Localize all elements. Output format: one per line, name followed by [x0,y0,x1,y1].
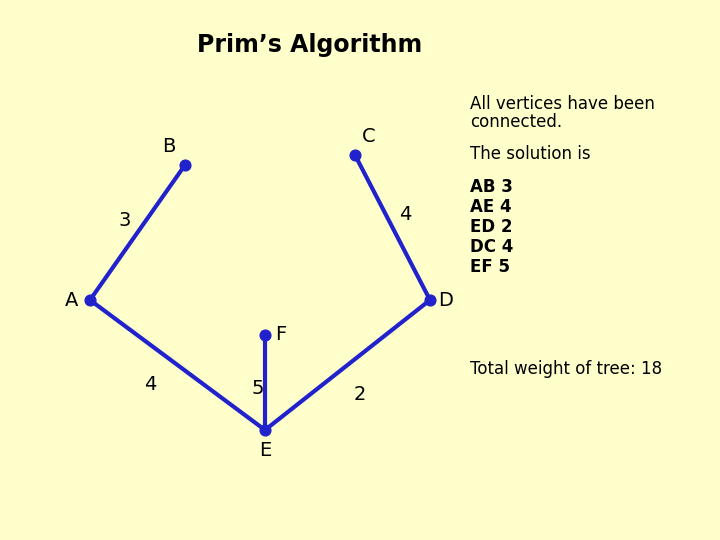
Point [179,161,191,170]
Text: 2: 2 [354,386,366,404]
Text: Prim’s Algorithm: Prim’s Algorithm [197,33,423,57]
Text: AE 4: AE 4 [470,198,512,216]
Text: E: E [259,441,271,460]
Point [84,296,96,305]
Point [259,330,271,339]
Text: EF 5: EF 5 [470,258,510,276]
Text: The solution is: The solution is [470,145,590,163]
Text: Total weight of tree: 18: Total weight of tree: 18 [470,360,662,378]
Point [349,151,361,159]
Text: 4: 4 [144,375,156,395]
Text: F: F [275,326,287,345]
Text: ED 2: ED 2 [470,218,513,236]
Text: B: B [162,138,176,157]
Text: 4: 4 [399,206,411,225]
Text: 3: 3 [119,211,131,229]
Text: AB 3: AB 3 [470,178,513,196]
Point [259,426,271,434]
Text: DC 4: DC 4 [470,238,513,256]
Text: All vertices have been: All vertices have been [470,95,655,113]
Text: A: A [66,291,78,309]
Point [424,296,436,305]
Text: D: D [438,291,454,309]
Text: 5: 5 [252,379,264,397]
Text: C: C [362,127,376,146]
Text: connected.: connected. [470,113,562,131]
